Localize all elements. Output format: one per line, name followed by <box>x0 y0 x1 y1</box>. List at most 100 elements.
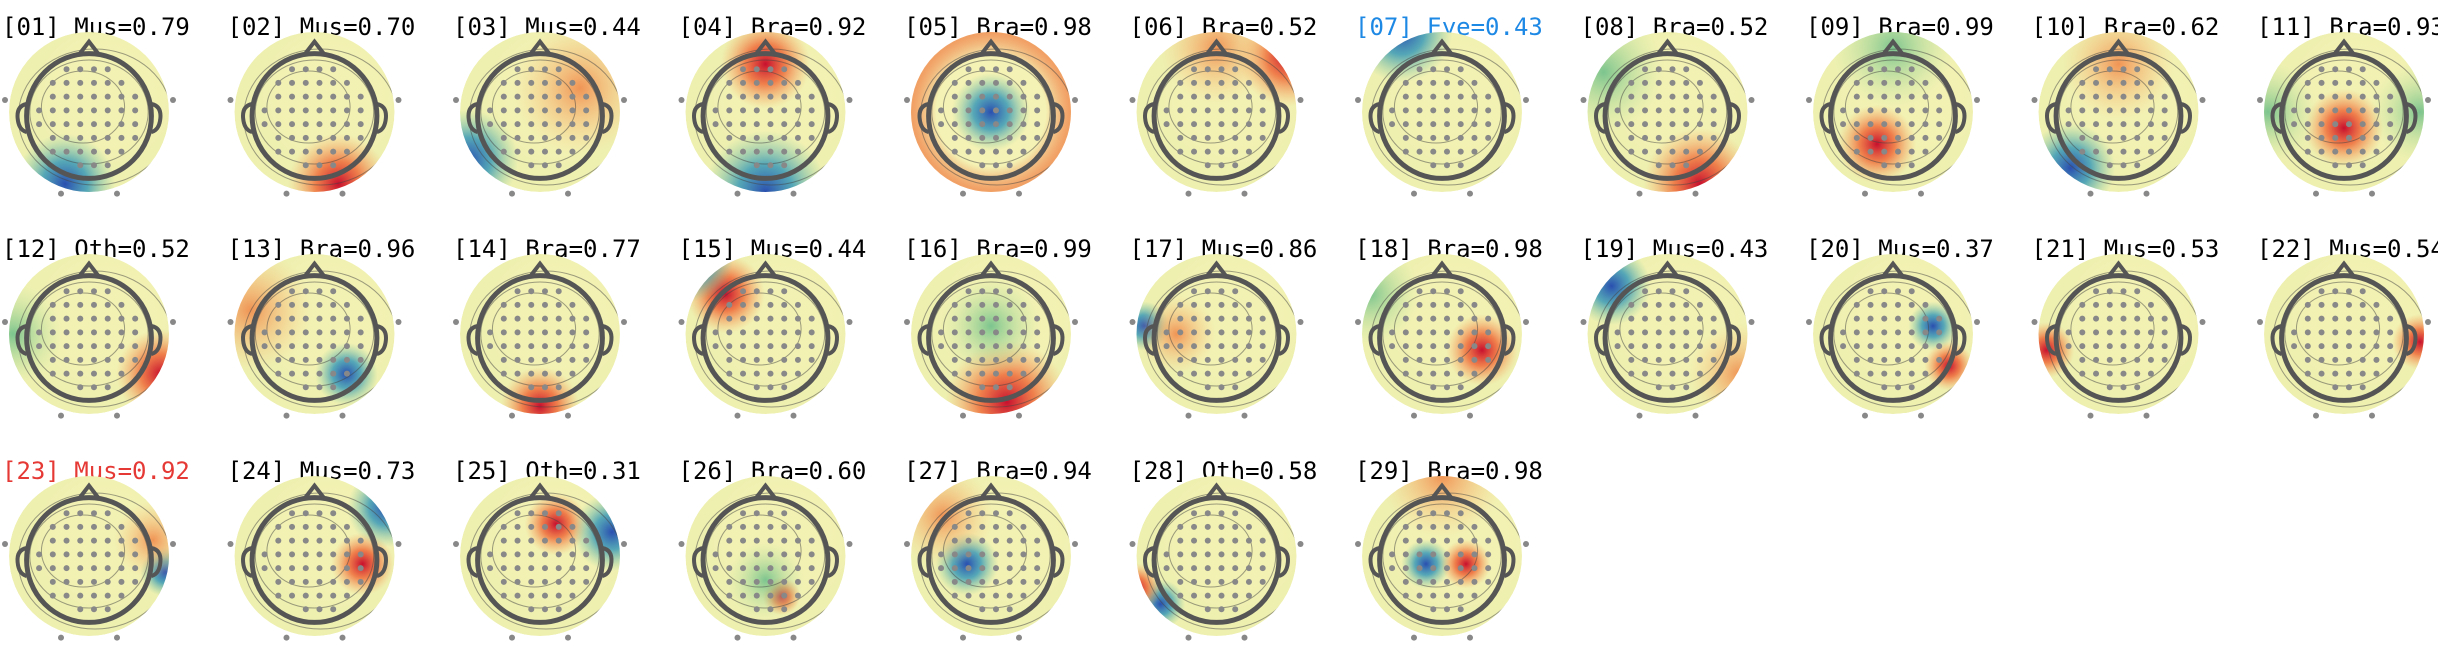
electrode <box>500 107 507 114</box>
electrode <box>1177 592 1184 599</box>
electrode <box>275 107 282 114</box>
electrode <box>1245 343 1252 350</box>
topomap-blob <box>726 540 805 620</box>
contour <box>1844 70 1930 144</box>
electrode <box>357 107 364 114</box>
electrode <box>114 634 120 641</box>
electrode <box>1710 121 1717 128</box>
head-outline <box>926 51 1056 181</box>
electrode <box>1020 93 1027 100</box>
electrode <box>2425 97 2431 103</box>
electrode <box>753 329 760 336</box>
electrode <box>77 121 84 128</box>
contour <box>931 503 1051 609</box>
electrode <box>49 301 56 308</box>
electrode <box>302 551 309 558</box>
topomap <box>234 254 395 414</box>
nose <box>1204 260 1229 278</box>
electrode <box>951 315 958 322</box>
electrode <box>500 537 507 544</box>
electrode <box>1129 541 1136 547</box>
electrode <box>77 356 84 363</box>
electrode <box>2120 134 2127 141</box>
electrode <box>1669 148 1676 155</box>
electrode <box>1163 565 1170 572</box>
electrode <box>555 565 562 572</box>
electrode <box>302 134 309 141</box>
electrode <box>1443 592 1450 599</box>
electrode <box>1922 134 1929 141</box>
electrode <box>1443 606 1450 613</box>
component: [25] Oth=0.31 <box>453 457 641 641</box>
contour <box>480 281 600 387</box>
electrode <box>1232 162 1239 169</box>
electrode <box>1642 301 1649 308</box>
electrode <box>1683 301 1690 308</box>
electrode <box>528 356 535 363</box>
electrode <box>2369 190 2375 197</box>
electrode <box>528 66 535 73</box>
electrode <box>1297 319 1304 325</box>
electrode <box>1642 343 1649 350</box>
electrode <box>104 510 111 517</box>
electrode <box>2345 343 2352 350</box>
electrode <box>1443 356 1450 363</box>
electrode <box>1471 315 1478 322</box>
electrode <box>1642 79 1649 86</box>
electrode <box>781 148 788 155</box>
electrode <box>2093 343 2100 350</box>
electrode <box>1006 578 1013 585</box>
electrode <box>1457 565 1464 572</box>
electrode <box>541 93 548 100</box>
electrode <box>951 592 958 599</box>
electrode <box>1034 343 1041 350</box>
electrode <box>500 301 507 308</box>
electrode <box>514 66 521 73</box>
electrode <box>794 343 801 350</box>
electrode <box>740 343 747 350</box>
electrode <box>500 578 507 585</box>
electrode <box>781 121 788 128</box>
electrode <box>992 343 999 350</box>
electrode <box>979 288 986 295</box>
electrode <box>357 578 364 585</box>
electrode <box>1443 66 1450 73</box>
electrode <box>2161 121 2168 128</box>
electrode <box>2318 134 2325 141</box>
electrode <box>979 148 986 155</box>
topomap-blob <box>2264 61 2319 163</box>
electrode <box>104 606 111 613</box>
head-outline <box>1151 495 1282 625</box>
electrode <box>2332 162 2339 169</box>
electrode <box>965 565 972 572</box>
head-outline <box>249 51 380 181</box>
electrode <box>132 537 139 544</box>
electrode <box>1259 329 1266 336</box>
electrode <box>1006 121 1013 128</box>
electrode <box>794 356 801 363</box>
electrode <box>63 370 70 377</box>
electrode <box>343 551 350 558</box>
electrode <box>555 510 562 517</box>
electrode <box>740 93 747 100</box>
electrode <box>2199 97 2206 103</box>
electrode <box>555 148 562 155</box>
electrode <box>1297 97 1304 103</box>
electrode <box>781 134 788 141</box>
electrode <box>781 578 788 585</box>
contour <box>254 503 375 609</box>
electrode <box>740 107 747 114</box>
electrode <box>2120 148 2127 155</box>
electrode <box>1020 134 1027 141</box>
electrode <box>509 412 515 419</box>
electrode <box>965 370 972 377</box>
electrode <box>514 578 521 585</box>
electrode <box>2106 134 2113 141</box>
electrode <box>90 107 97 114</box>
electrode <box>1006 551 1013 558</box>
electrode <box>2359 356 2366 363</box>
electrode <box>514 510 521 517</box>
electrode <box>1457 121 1464 128</box>
electrode <box>302 384 309 391</box>
nose <box>753 482 778 500</box>
